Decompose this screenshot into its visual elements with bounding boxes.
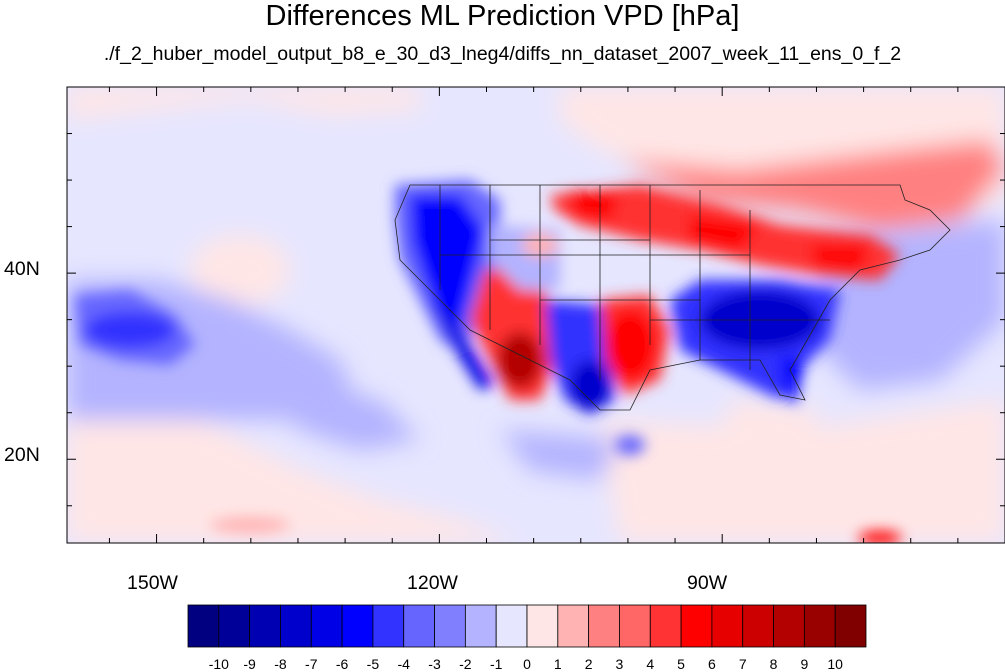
colorbar-swatch [341,604,374,648]
colorbar-swatch [280,604,312,648]
colorbar-swatch [619,604,651,648]
colorbar-label: -6 [335,656,349,672]
colorbar-swatch [372,604,405,648]
colorbar-swatch [711,604,744,648]
colorbar-swatch [588,604,620,648]
map-ticks [67,86,1005,543]
colorbar-swatch [834,604,867,648]
colorbar-swatch [495,604,528,648]
colorbar-swatch [773,604,805,648]
colorbar-swatch [803,604,836,648]
colorbar-swatch [557,604,590,648]
colorbar-label: 6 [708,656,716,672]
colorbar-label: 4 [646,656,655,672]
map-title: Differences ML Prediction VPD [hPa] [265,0,740,32]
colorbar-swatch [218,604,251,648]
colorbar-label: 9 [800,656,809,672]
colorbar-swatch [464,604,497,648]
colorbar-label: -7 [305,656,318,672]
colorbar-label: 3 [615,656,624,672]
colorbar-swatch [742,604,774,648]
colorbar-label: 5 [677,656,685,672]
lon-label-120w: 120W [407,572,458,594]
state-boundaries [394,184,951,411]
colorbar-swatch [649,604,682,648]
colorbar-label: -1 [489,656,503,672]
lon-label-90w: 90W [687,572,728,594]
colorbar-label: 1 [553,656,562,672]
colorbar-label: 8 [769,656,778,672]
colorbar-label: -5 [366,656,380,672]
colorbar-label: -8 [274,656,287,672]
colorbar [187,604,867,648]
map-frame [66,86,1005,544]
colorbar-swatch [187,604,220,648]
colorbar-swatch [249,604,281,648]
colorbar-label: 2 [584,656,593,672]
colorbar-label: -4 [397,656,410,672]
lon-label-150w: 150W [127,572,178,594]
colorbar-label: -3 [428,656,441,672]
colorbar-label: -2 [459,656,472,672]
colorbar-swatch [403,604,435,648]
colorbar-label: 0 [523,656,531,672]
colorbar-swatch [680,604,713,648]
map-subtitle: ./f_2_huber_model_output_b8_e_30_d3_lneg… [103,43,902,65]
colorbar-label: 10 [827,656,843,672]
colorbar-swatch [434,604,466,648]
field-layer [67,87,1005,543]
colorbar-swatch [310,604,343,648]
colorbar-label: -9 [243,656,256,672]
colorbar-label: 7 [738,656,747,672]
lat-label-40n: 40N [4,258,40,280]
lat-label-20n: 20N [4,444,40,466]
colorbar-swatch [526,604,559,648]
colorbar-label: -10 [208,656,229,672]
